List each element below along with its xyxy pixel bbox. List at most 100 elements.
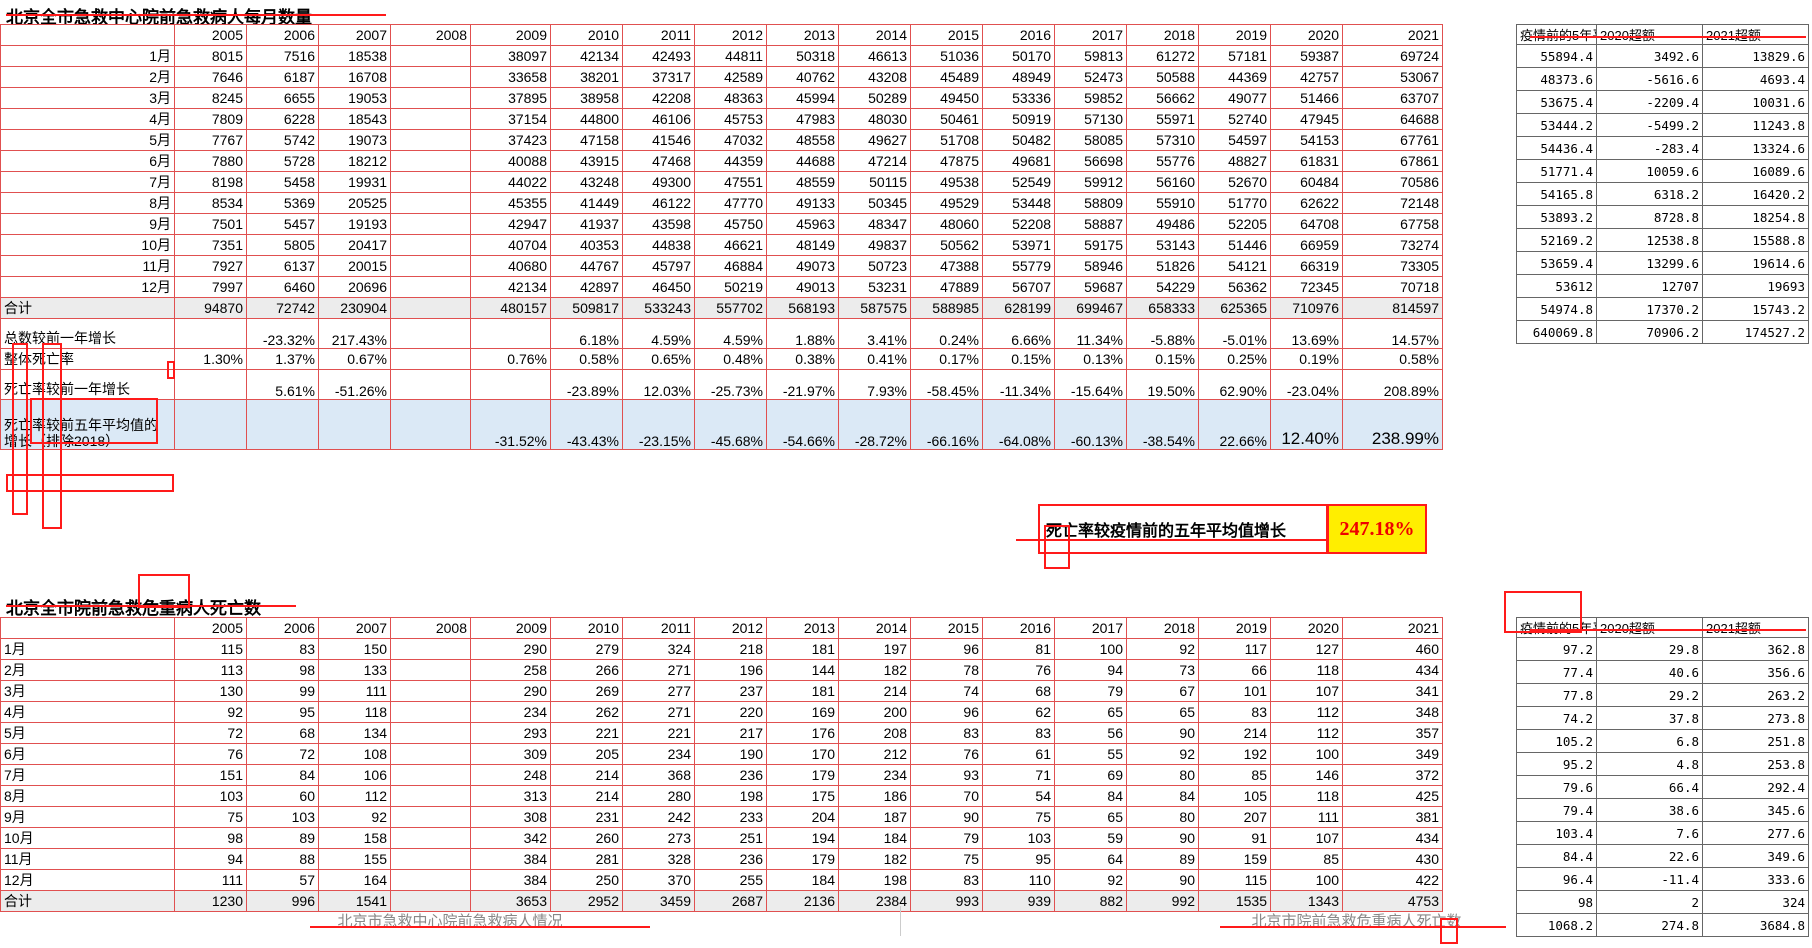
data-cell[interactable]: 5.61% [246, 369, 319, 400]
data-cell[interactable]: 38201 [550, 66, 623, 88]
side-data-cell[interactable]: 55894.4 [1516, 44, 1597, 68]
data-cell[interactable] [174, 369, 247, 400]
data-cell[interactable]: 40704 [470, 234, 551, 256]
data-cell[interactable]: 290 [470, 638, 551, 660]
data-cell[interactable]: 54229 [1126, 276, 1199, 298]
data-cell[interactable]: 44688 [766, 150, 839, 172]
data-cell[interactable]: 103 [174, 785, 247, 807]
data-cell[interactable]: 111 [1270, 806, 1343, 828]
data-cell[interactable]: 368 [622, 764, 695, 786]
side-data-cell[interactable]: 79.4 [1516, 798, 1597, 822]
data-cell[interactable] [390, 848, 471, 870]
data-cell[interactable]: 110 [982, 869, 1055, 891]
data-cell[interactable]: 2009 [470, 617, 551, 639]
data-cell[interactable] [390, 87, 471, 109]
data-cell[interactable]: 42757 [1270, 66, 1343, 88]
side-data-cell[interactable]: 52169.2 [1516, 228, 1597, 252]
data-cell[interactable]: 46613 [838, 45, 911, 67]
data-cell[interactable]: 37154 [470, 108, 551, 130]
data-cell[interactable]: 48060 [910, 213, 983, 235]
data-cell[interactable]: 56698 [1054, 150, 1127, 172]
data-cell[interactable]: 8198 [174, 171, 247, 193]
data-cell[interactable]: 70586 [1342, 171, 1443, 193]
row-label-cell[interactable] [0, 24, 175, 46]
data-cell[interactable]: 19053 [318, 87, 391, 109]
data-cell[interactable]: 54 [982, 785, 1055, 807]
data-cell[interactable]: 66959 [1270, 234, 1343, 256]
data-cell[interactable]: 20696 [318, 276, 391, 298]
data-cell[interactable]: 208.89% [1342, 369, 1443, 400]
data-cell[interactable]: 217.43% [318, 318, 391, 349]
data-cell[interactable]: 348 [1342, 701, 1443, 723]
side-data-cell[interactable]: 16089.6 [1702, 159, 1809, 183]
data-cell[interactable]: 67861 [1342, 150, 1443, 172]
data-cell[interactable]: 43248 [550, 171, 623, 193]
data-cell[interactable]: 0.13% [1054, 348, 1127, 370]
data-cell[interactable]: 158 [318, 827, 391, 849]
data-cell[interactable]: 184 [766, 869, 839, 891]
data-cell[interactable]: 52740 [1198, 108, 1271, 130]
data-cell[interactable]: 480157 [470, 297, 551, 319]
side-data-cell[interactable]: 349.6 [1702, 844, 1809, 868]
row-label-cell[interactable]: 合计 [0, 297, 175, 319]
data-cell[interactable]: -60.13% [1054, 399, 1127, 450]
row-label-cell[interactable]: 12月 [0, 869, 175, 891]
side-data-cell[interactable]: 37.8 [1596, 706, 1703, 730]
data-cell[interactable]: 0.58% [1342, 348, 1443, 370]
side-header-cell[interactable]: 2021超额 [1702, 617, 1809, 638]
data-cell[interactable]: 83 [982, 722, 1055, 744]
data-cell[interactable]: 309 [470, 743, 551, 765]
side-header-cell[interactable]: 2020超额 [1596, 617, 1703, 638]
data-cell[interactable]: 96 [910, 701, 983, 723]
data-cell[interactable]: 42208 [622, 87, 695, 109]
data-cell[interactable]: 73305 [1342, 255, 1443, 277]
data-cell[interactable]: 20525 [318, 192, 391, 214]
data-cell[interactable]: 5728 [246, 150, 319, 172]
data-cell[interactable] [390, 785, 471, 807]
side-data-cell[interactable]: 3684.8 [1702, 913, 1809, 937]
data-cell[interactable] [390, 722, 471, 744]
data-cell[interactable]: 0.76% [470, 348, 551, 370]
data-cell[interactable] [390, 827, 471, 849]
data-cell[interactable]: 220 [694, 701, 767, 723]
data-cell[interactable]: 236 [694, 764, 767, 786]
data-cell[interactable]: 176 [766, 722, 839, 744]
data-cell[interactable]: 7501 [174, 213, 247, 235]
data-cell[interactable]: 47875 [910, 150, 983, 172]
data-cell[interactable]: 6137 [246, 255, 319, 277]
data-cell[interactable]: 92 [174, 701, 247, 723]
data-cell[interactable]: 214 [550, 764, 623, 786]
side-data-cell[interactable]: 15743.2 [1702, 297, 1809, 321]
data-cell[interactable]: 42897 [550, 276, 623, 298]
data-cell[interactable]: 146 [1270, 764, 1343, 786]
data-cell[interactable]: -64.08% [982, 399, 1055, 450]
data-cell[interactable]: 84 [246, 764, 319, 786]
data-cell[interactable]: 66 [1198, 659, 1271, 681]
data-cell[interactable]: 341 [1342, 680, 1443, 702]
data-cell[interactable]: 112 [1270, 722, 1343, 744]
data-cell[interactable]: 83 [246, 638, 319, 660]
data-cell[interactable]: 45963 [766, 213, 839, 235]
data-cell[interactable]: 48827 [1198, 150, 1271, 172]
data-cell[interactable]: 4.59% [694, 318, 767, 349]
data-cell[interactable]: 217 [694, 722, 767, 744]
data-cell[interactable]: 814597 [1342, 297, 1443, 319]
data-cell[interactable]: -23.15% [622, 399, 695, 450]
data-cell[interactable]: 313 [470, 785, 551, 807]
side-data-cell[interactable]: 103.4 [1516, 821, 1597, 845]
side-data-cell[interactable]: 29.2 [1596, 683, 1703, 707]
data-cell[interactable]: 48559 [766, 171, 839, 193]
data-cell[interactable]: 0.67% [318, 348, 391, 370]
data-cell[interactable]: 2012 [694, 24, 767, 46]
side-data-cell[interactable]: 10031.6 [1702, 90, 1809, 114]
side-data-cell[interactable]: 105.2 [1516, 729, 1597, 753]
data-cell[interactable]: 182 [838, 848, 911, 870]
data-cell[interactable]: 67 [1126, 680, 1199, 702]
side-data-cell[interactable]: 22.6 [1596, 844, 1703, 868]
data-cell[interactable] [174, 318, 247, 349]
data-cell[interactable]: 2015 [910, 617, 983, 639]
data-cell[interactable]: 175 [766, 785, 839, 807]
side-data-cell[interactable]: 345.6 [1702, 798, 1809, 822]
side-data-cell[interactable]: 97.2 [1516, 637, 1597, 661]
data-cell[interactable]: 293 [470, 722, 551, 744]
